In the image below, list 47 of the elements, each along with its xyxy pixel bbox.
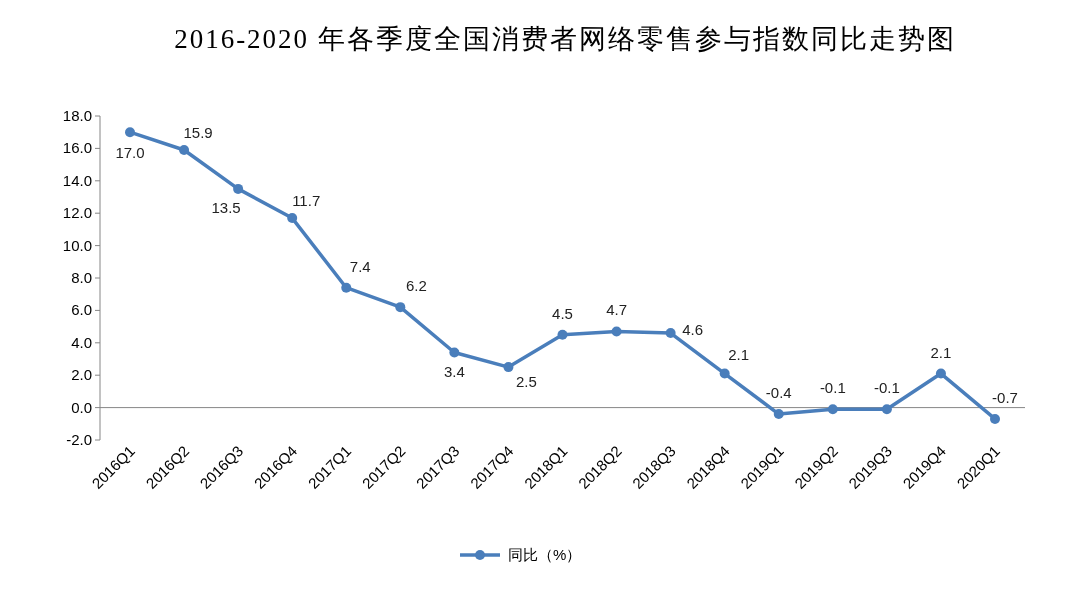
y-tick-label: 12.0 — [62, 204, 92, 222]
point — [935, 368, 946, 379]
point — [719, 368, 730, 379]
legend-label: 同比（%） — [508, 546, 582, 563]
y-tick-label: 18.0 — [62, 107, 92, 124]
data-label: 6.2 — [405, 277, 427, 295]
point — [827, 404, 838, 415]
chart-title: 2016-2020 年各季度全国消费者网络零售参与指数同比走势图 — [174, 24, 956, 54]
y-tick-label: 14.0 — [62, 171, 92, 189]
point — [881, 404, 892, 415]
y-tick-label: 2.0 — [71, 366, 92, 384]
data-label: -0.4 — [765, 384, 792, 402]
data-label: 2.5 — [516, 373, 537, 391]
point — [449, 347, 460, 358]
data-label: 3.4 — [443, 362, 465, 380]
point — [503, 362, 514, 373]
data-label: 2.1 — [728, 345, 750, 363]
data-label: 7.4 — [349, 257, 371, 275]
y-tick-label: 8.0 — [71, 269, 92, 286]
data-label: 15.9 — [183, 124, 213, 142]
data-label: 17.0 — [115, 144, 145, 162]
point — [611, 326, 622, 337]
y-tick-label: 4.0 — [71, 333, 92, 351]
data-label: 4.7 — [606, 301, 627, 319]
y-tick-label: 10.0 — [62, 236, 92, 254]
point — [990, 413, 1000, 424]
y-tick-label: 6.0 — [71, 301, 92, 319]
data-label: 11.7 — [292, 192, 321, 210]
point — [665, 328, 676, 339]
y-tick-label: -2.0 — [66, 431, 92, 448]
y-tick-label: 0.0 — [71, 398, 92, 416]
point — [125, 127, 135, 138]
data-label: 4.6 — [682, 321, 704, 339]
data-label: -0.1 — [819, 379, 846, 397]
data-label: 13.5 — [211, 198, 241, 216]
point — [233, 183, 244, 194]
y-tick-label: 16.0 — [62, 139, 92, 157]
point — [395, 302, 406, 313]
point — [773, 409, 784, 420]
point — [557, 329, 568, 340]
data-label: 4.5 — [552, 304, 573, 322]
data-label: -0.1 — [873, 379, 900, 397]
data-label: 2.1 — [930, 343, 952, 361]
point — [179, 145, 190, 156]
point — [341, 282, 352, 293]
data-label: -0.7 — [992, 388, 1018, 406]
point — [287, 213, 298, 224]
